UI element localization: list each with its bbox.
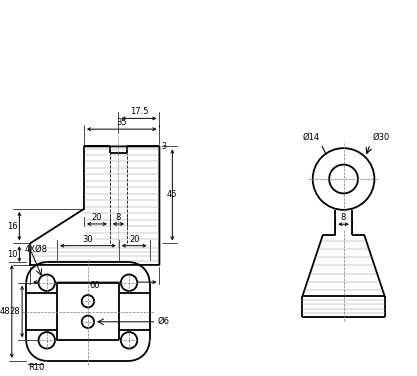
Circle shape bbox=[121, 274, 137, 291]
Circle shape bbox=[38, 274, 55, 291]
Text: 4XØ8: 4XØ8 bbox=[24, 244, 47, 253]
Text: 17.5: 17.5 bbox=[130, 108, 148, 117]
Text: 8: 8 bbox=[341, 213, 346, 222]
Text: 35: 35 bbox=[116, 118, 127, 127]
Text: 20: 20 bbox=[92, 213, 102, 222]
Text: 10: 10 bbox=[7, 250, 18, 259]
Circle shape bbox=[329, 165, 358, 193]
Text: 20: 20 bbox=[129, 235, 139, 244]
Text: 28: 28 bbox=[10, 307, 20, 316]
Circle shape bbox=[121, 332, 137, 349]
Text: R10: R10 bbox=[28, 363, 45, 372]
Circle shape bbox=[82, 295, 94, 308]
Text: Ø14: Ø14 bbox=[303, 133, 320, 142]
Circle shape bbox=[82, 315, 94, 328]
Text: 3: 3 bbox=[161, 142, 166, 151]
Text: 8: 8 bbox=[116, 213, 121, 222]
Text: 48: 48 bbox=[0, 307, 10, 316]
Text: Ø30: Ø30 bbox=[372, 133, 389, 142]
Text: 30: 30 bbox=[83, 235, 93, 244]
Text: Ø6: Ø6 bbox=[158, 317, 169, 326]
Text: 45: 45 bbox=[167, 190, 177, 199]
Circle shape bbox=[313, 148, 374, 210]
Text: 60: 60 bbox=[90, 281, 100, 290]
Text: 16: 16 bbox=[7, 221, 18, 230]
Circle shape bbox=[38, 332, 55, 349]
